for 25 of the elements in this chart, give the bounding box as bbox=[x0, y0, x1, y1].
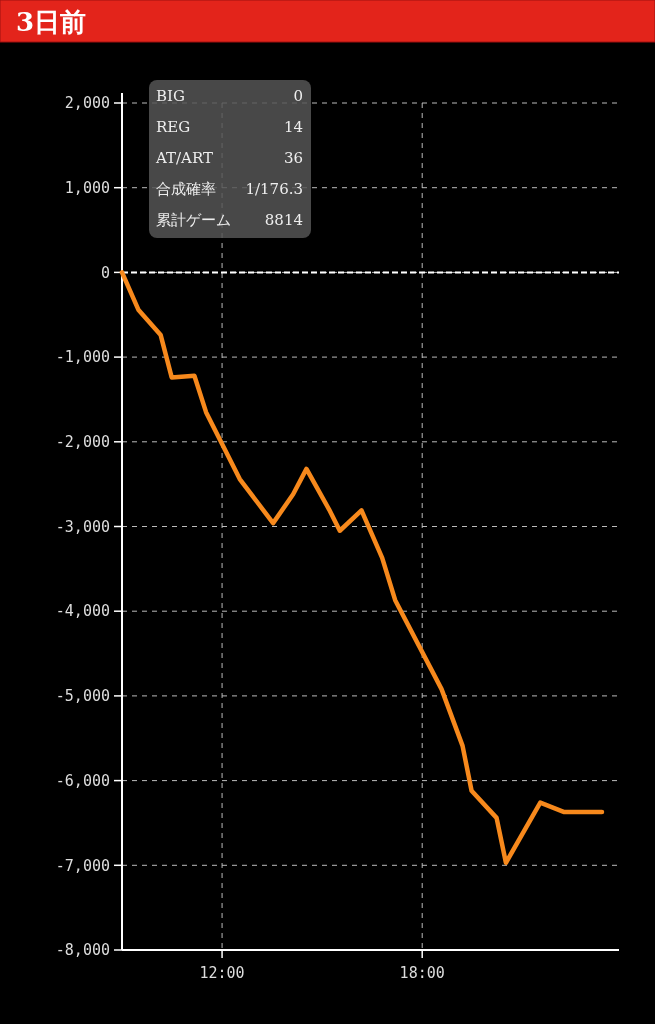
y-tick-label: -8,000 bbox=[55, 941, 110, 960]
line-series bbox=[119, 270, 605, 866]
annotation: 累計ゲーム bbox=[156, 211, 231, 229]
annotation: 1/176.3 bbox=[245, 180, 303, 198]
y-tick-label: 1,000 bbox=[64, 178, 110, 197]
x-tick-label: 18:00 bbox=[399, 964, 445, 982]
y-tick-label: -2,000 bbox=[55, 433, 110, 452]
y-tick-label: -5,000 bbox=[55, 687, 110, 706]
y-tick-label: -3,000 bbox=[55, 517, 110, 536]
y-tick-label: -7,000 bbox=[55, 856, 110, 875]
y-tick-label: -6,000 bbox=[55, 771, 110, 790]
annotation: BIG bbox=[156, 87, 185, 105]
y-tick-label: -4,000 bbox=[55, 602, 110, 621]
chart-title: 3日前 bbox=[16, 7, 87, 37]
annotation: REG bbox=[156, 118, 191, 136]
annotation: 14 bbox=[283, 118, 303, 136]
annotation: AT/ART bbox=[155, 149, 213, 167]
annotation: 8814 bbox=[264, 211, 303, 229]
y-tick-label: -1,000 bbox=[55, 348, 110, 367]
annotation: 合成確率 bbox=[156, 180, 216, 198]
annotation: 36 bbox=[283, 149, 303, 167]
y-tick-label: 2,000 bbox=[64, 94, 110, 113]
y-tick-label: 0 bbox=[100, 263, 110, 282]
annotation: 0 bbox=[293, 87, 303, 105]
x-tick-label: 12:00 bbox=[199, 964, 245, 982]
